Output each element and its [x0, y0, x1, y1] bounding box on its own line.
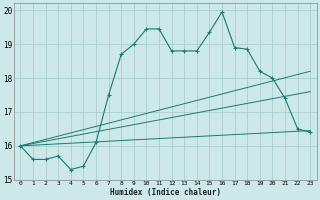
X-axis label: Humidex (Indice chaleur): Humidex (Indice chaleur)	[110, 188, 221, 197]
